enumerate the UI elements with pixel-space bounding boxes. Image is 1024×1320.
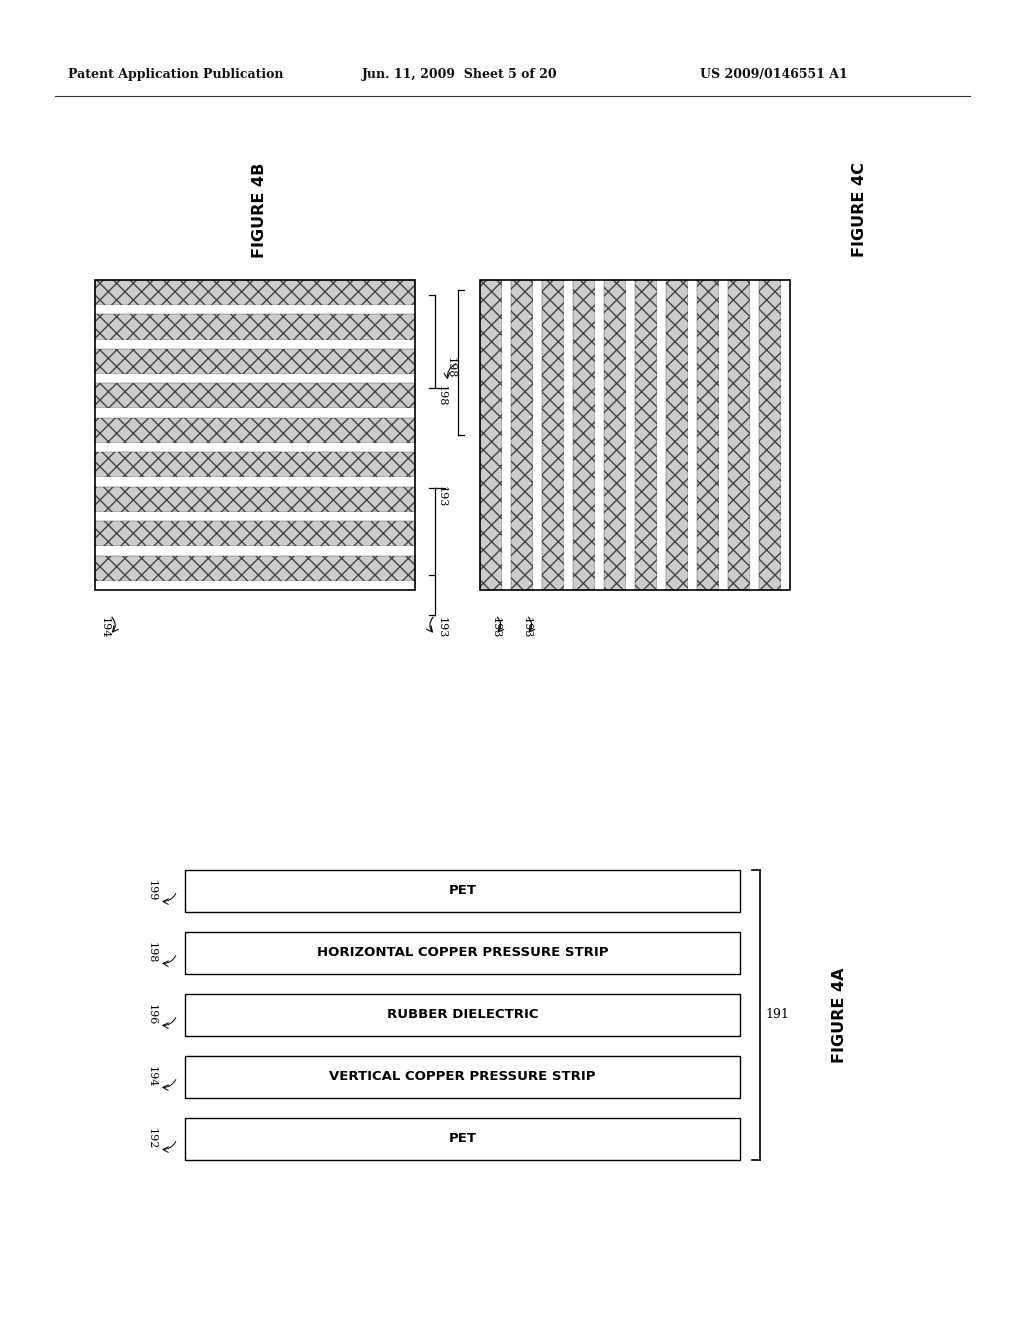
Bar: [657, 280, 666, 590]
Bar: [95, 305, 415, 314]
Bar: [595, 280, 604, 590]
Bar: [95, 408, 415, 417]
Text: PET: PET: [449, 884, 476, 898]
Bar: [95, 280, 415, 590]
Bar: [573, 280, 595, 590]
Text: 193: 193: [437, 618, 447, 639]
Bar: [95, 339, 415, 348]
Bar: [635, 280, 657, 590]
Bar: [185, 932, 740, 974]
Bar: [185, 994, 740, 1036]
Text: 194: 194: [147, 1067, 157, 1088]
Bar: [503, 280, 511, 590]
Text: 198: 198: [437, 385, 447, 407]
Bar: [95, 348, 415, 374]
Text: FIGURE 4C: FIGURE 4C: [853, 162, 867, 257]
Bar: [666, 280, 688, 590]
Text: 198: 198: [446, 356, 456, 379]
Bar: [604, 280, 627, 590]
Bar: [688, 280, 697, 590]
Text: 193: 193: [437, 486, 447, 507]
Text: Jun. 11, 2009  Sheet 5 of 20: Jun. 11, 2009 Sheet 5 of 20: [362, 69, 558, 81]
Bar: [185, 1056, 740, 1098]
Text: 196: 196: [147, 1005, 157, 1026]
Bar: [480, 280, 503, 590]
Bar: [185, 1118, 740, 1160]
Bar: [95, 478, 415, 487]
Text: 191: 191: [765, 1008, 788, 1022]
Bar: [542, 280, 564, 590]
Bar: [564, 280, 573, 590]
Bar: [95, 453, 415, 478]
Bar: [751, 280, 759, 590]
Text: 198: 198: [147, 942, 157, 964]
Text: US 2009/0146551 A1: US 2009/0146551 A1: [700, 69, 848, 81]
Bar: [95, 383, 415, 408]
Bar: [781, 280, 790, 590]
Text: 192: 192: [147, 1129, 157, 1150]
Bar: [511, 280, 534, 590]
Text: PET: PET: [449, 1133, 476, 1146]
Bar: [95, 280, 415, 590]
Bar: [95, 546, 415, 556]
Bar: [95, 280, 415, 305]
Text: 193: 193: [521, 618, 531, 639]
Bar: [95, 444, 415, 453]
Text: 199: 199: [147, 880, 157, 902]
Text: FIGURE 4B: FIGURE 4B: [253, 162, 267, 257]
Bar: [480, 280, 790, 590]
Bar: [95, 417, 415, 444]
Text: VERTICAL COPPER PRESSURE STRIP: VERTICAL COPPER PRESSURE STRIP: [330, 1071, 596, 1084]
Bar: [95, 512, 415, 521]
Bar: [627, 280, 635, 590]
Bar: [534, 280, 542, 590]
Text: 194: 194: [100, 618, 110, 639]
Bar: [95, 314, 415, 339]
Bar: [185, 870, 740, 912]
Bar: [728, 280, 751, 590]
Bar: [95, 374, 415, 383]
Bar: [697, 280, 719, 590]
Bar: [480, 280, 790, 590]
Text: HORIZONTAL COPPER PRESSURE STRIP: HORIZONTAL COPPER PRESSURE STRIP: [316, 946, 608, 960]
Bar: [95, 487, 415, 512]
Bar: [95, 521, 415, 546]
Text: FIGURE 4A: FIGURE 4A: [833, 968, 848, 1063]
Bar: [759, 280, 781, 590]
Bar: [95, 581, 415, 590]
Bar: [719, 280, 728, 590]
Text: 193: 193: [490, 618, 501, 639]
Text: RUBBER DIELECTRIC: RUBBER DIELECTRIC: [387, 1008, 539, 1022]
Text: Patent Application Publication: Patent Application Publication: [68, 69, 284, 81]
Bar: [95, 556, 415, 581]
